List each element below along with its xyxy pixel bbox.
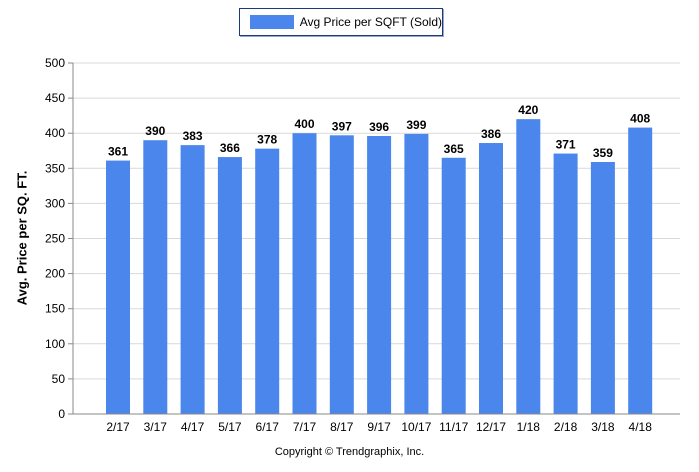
y-tick-label: 400 — [45, 126, 65, 140]
data-label: 400 — [294, 117, 314, 131]
x-tick-label: 9/17 — [367, 420, 391, 434]
y-tick-label: 50 — [52, 372, 66, 386]
x-tick-label: 6/17 — [256, 420, 280, 434]
data-label: 361 — [108, 145, 128, 159]
bar — [404, 133, 429, 415]
bar — [516, 119, 541, 414]
x-tick-label: 10/17 — [401, 420, 431, 434]
data-label: 365 — [444, 142, 464, 156]
data-label: 408 — [630, 112, 650, 126]
bar — [329, 135, 354, 414]
x-tick-label: 8/17 — [330, 420, 354, 434]
x-tick-label: 2/17 — [106, 420, 130, 434]
data-label: 397 — [332, 119, 352, 133]
y-tick-label: 450 — [45, 91, 65, 105]
x-tick-label: 2/18 — [554, 420, 578, 434]
bar — [180, 145, 205, 414]
data-label: 378 — [257, 133, 277, 147]
x-tick-label: 12/17 — [476, 420, 506, 434]
y-axis-title: Avg. Price per SQ. FT. — [14, 170, 30, 306]
bar — [106, 160, 130, 414]
bar — [143, 140, 168, 414]
y-axis-ticks: 0 50 100 150 200 250 300 350 400 450 500 — [45, 56, 73, 421]
y-tick-label: 200 — [45, 267, 65, 281]
bar — [628, 127, 653, 415]
bar — [479, 143, 503, 414]
x-tick-label: 4/18 — [629, 420, 653, 434]
data-label: 383 — [183, 129, 203, 143]
y-tick-label: 250 — [45, 232, 65, 246]
data-label: 371 — [556, 138, 576, 152]
x-tick-label: 3/18 — [591, 420, 615, 434]
data-label: 396 — [369, 120, 389, 134]
bar — [217, 157, 242, 414]
y-tick-label: 0 — [58, 407, 65, 421]
x-tick-label: 5/17 — [218, 420, 242, 434]
y-tick-label: 100 — [45, 337, 65, 351]
data-labels: 361 390 383 366 378 400 397 396 399 365 386 420 371 3… — [108, 103, 651, 160]
data-label: 420 — [518, 103, 538, 117]
x-tick-label: 4/17 — [181, 420, 205, 434]
bar — [553, 153, 578, 415]
x-tick-label: 1/18 — [517, 420, 541, 434]
bar — [441, 157, 466, 414]
y-tick-label: 500 — [45, 56, 65, 70]
bar — [590, 161, 615, 414]
data-label: 399 — [406, 118, 426, 132]
data-label: 390 — [145, 124, 165, 138]
bars — [106, 119, 653, 415]
x-tick-label: 7/17 — [293, 420, 317, 434]
bar — [367, 136, 392, 414]
legend-swatch — [250, 15, 294, 29]
data-label: 366 — [220, 141, 240, 155]
legend-label: Avg Price per SQFT (Sold) — [299, 15, 442, 29]
copyright-footer: Copyright © Trendgraphix, Inc. — [274, 446, 425, 458]
bar — [292, 133, 317, 414]
y-tick-label: 300 — [45, 196, 65, 210]
x-tick-label: 11/17 — [439, 420, 468, 434]
data-label: 386 — [481, 127, 501, 141]
x-tick-label: 3/17 — [144, 420, 168, 434]
x-axis-ticks: 2/17 3/17 4/17 5/17 6/17 7/17 8/17 9/17 10/17 11/… — [106, 420, 652, 434]
y-tick-label: 150 — [45, 302, 65, 316]
data-label: 359 — [593, 146, 613, 160]
legend: Avg Price per SQFT (Sold) — [239, 8, 443, 36]
y-tick-label: 350 — [45, 161, 65, 175]
bar — [255, 148, 280, 415]
